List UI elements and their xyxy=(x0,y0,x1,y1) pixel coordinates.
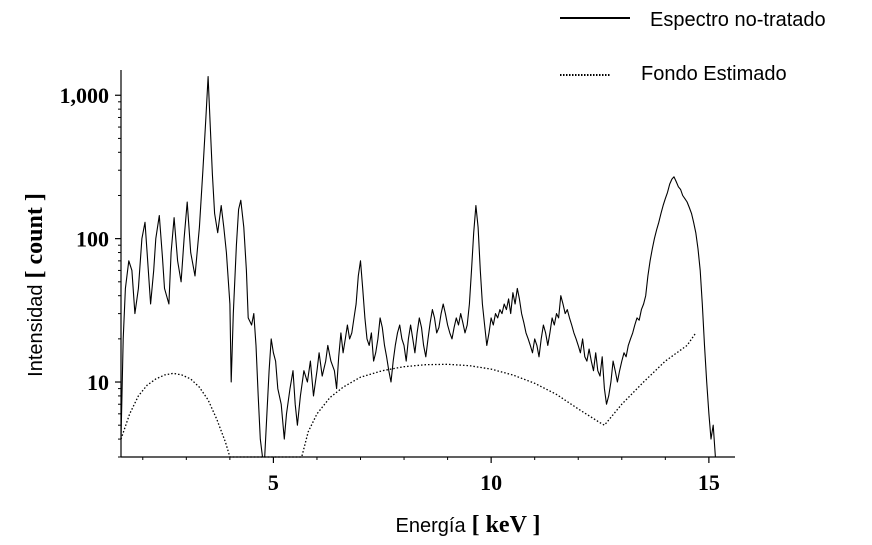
x-tick-label: 5 xyxy=(268,470,279,495)
legend: Espectro no-tratado Fondo Estimado xyxy=(560,9,826,85)
series-line-espectro xyxy=(120,76,716,458)
legend-solid-label: Espectro no-tratado xyxy=(650,9,826,31)
x-tick-label: 10 xyxy=(480,470,502,495)
x-tick-label: 15 xyxy=(698,470,720,495)
y-ticks: 10 100 1,000 xyxy=(60,83,121,458)
series-line-fondo-estimado xyxy=(120,332,697,458)
legend-dotted-label: Fondo Estimado xyxy=(641,63,787,85)
axes xyxy=(120,70,735,458)
y-tick-label: 10 xyxy=(87,370,109,395)
y-tick-label: 1,000 xyxy=(60,83,110,108)
y-tick-label: 100 xyxy=(76,227,109,252)
series-layer xyxy=(120,76,716,458)
y-axis-label: Intensidad[ count ] xyxy=(22,193,48,377)
x-axis-label: Energía[ keV ] xyxy=(396,512,541,538)
x-ticks: 5 10 15 xyxy=(142,457,720,495)
